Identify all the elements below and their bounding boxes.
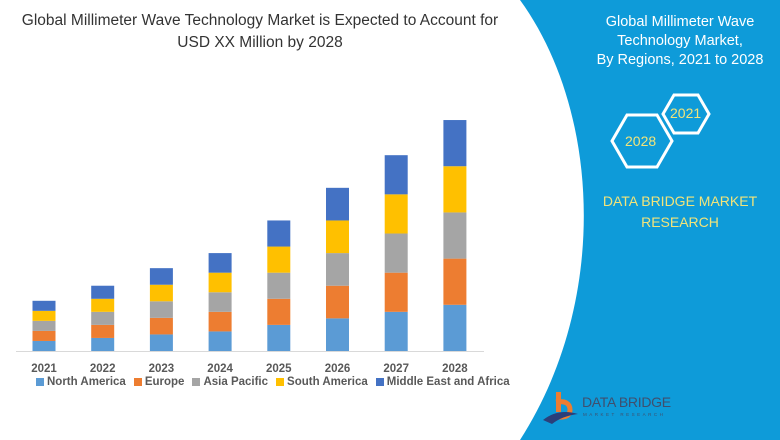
legend-swatch [192, 378, 201, 386]
x-tick-label: 2021 [31, 363, 57, 375]
legend-swatch [375, 378, 384, 386]
bar-segment-2026-europe [326, 285, 349, 319]
bar-segment-2025-europe [267, 298, 291, 325]
x-tick-label: 2025 [266, 363, 292, 375]
logo-icon [543, 392, 578, 424]
bar-segment-2027-middle-east-and-africa [384, 155, 408, 195]
legend-label: North America [47, 376, 126, 388]
hexagon-2028 [610, 113, 674, 169]
chart-title-line1: Global Millimeter Wave Technology Market… [21, 12, 499, 29]
bar-segment-2024-south-america [208, 272, 232, 293]
right-panel-background [520, 0, 780, 440]
bar-segment-2023-south-america [149, 284, 173, 302]
legend-item: Asia Pacific [192, 376, 268, 388]
bar-segment-2021-asia-pacific [32, 320, 56, 331]
panel-title-line3: By Regions, 2021 to 2028 [596, 52, 764, 68]
bar-segment-2027-europe [384, 272, 408, 312]
hex-label-2021: 2021 [670, 105, 702, 121]
bar-segment-2027-south-america [384, 194, 408, 234]
bar-segment-2023-asia-pacific [149, 301, 173, 318]
legend-label: South America [287, 376, 368, 388]
bar-segment-2028-middle-east-and-africa [443, 120, 467, 167]
brand-name: DATA BRIDGE MARKET RESEARCH [600, 191, 760, 233]
bar-segment-2024-north-america [208, 331, 232, 351]
bar-segment-2021-middle-east-and-africa [32, 300, 56, 311]
bar-segment-2021-north-america [32, 340, 56, 351]
x-tick-label: 2022 [90, 363, 116, 375]
bar-segment-2022-north-america [91, 337, 115, 351]
bar-segment-2027-north-america [384, 311, 408, 351]
brand-line1: DATA BRIDGE MARKET [602, 193, 758, 209]
hex-label-2028: 2028 [625, 133, 657, 149]
bar-segment-2025-south-america [267, 246, 291, 273]
bar-segment-2026-middle-east-and-africa [326, 187, 349, 221]
bar-segment-2023-middle-east-and-africa [149, 268, 173, 285]
logo: DATA BRIDGE MARKET RESEARCH [540, 390, 680, 426]
x-tick-label: 2024 [207, 363, 233, 375]
logo-text: DATA BRIDGE [582, 394, 671, 410]
bar-segment-2028-north-america [443, 304, 467, 351]
bar-segment-2028-europe [443, 258, 467, 305]
bar-segment-2024-asia-pacific [208, 292, 232, 312]
chart-title: Global Millimeter Wave Technology Market… [0, 10, 520, 54]
brand-line2: RESEARCH [641, 214, 719, 230]
legend: North America Europe Asia Pacific South Ame… [36, 376, 510, 388]
bar-segment-2022-asia-pacific [91, 311, 115, 325]
legend-item: Middle East and Africa [375, 376, 510, 388]
panel-title: Global Millimeter Wave Technology Market… [580, 13, 780, 70]
legend-label: Europe [144, 376, 185, 388]
stacked-bar-chart: 2021 2022 2023 2024 2025 2026 2027 2028 [16, 120, 484, 375]
bar-segment-2025-north-america [267, 324, 291, 351]
bar-segment-2028-south-america [443, 166, 467, 213]
bar-segment-2026-north-america [326, 318, 349, 351]
legend-item: North America [36, 376, 126, 388]
legend-item: Europe [133, 376, 185, 388]
legend-swatch [36, 378, 44, 386]
chart-title-line2: USD XX Million by 2028 [177, 34, 343, 51]
legend-swatch [276, 378, 285, 386]
bar-segment-2022-middle-east-and-africa [91, 285, 115, 299]
x-tick-label: 2023 [149, 363, 175, 375]
legend-label: Asia Pacific [203, 376, 269, 388]
bar-segment-2022-europe [91, 324, 115, 338]
bar-segment-2022-south-america [91, 298, 115, 312]
logo-subtext: MARKET RESEARCH [583, 412, 666, 417]
bar-segment-2028-asia-pacific [443, 212, 467, 259]
panel-title-line1: Global Millimeter Wave [605, 14, 755, 30]
bar-segment-2024-europe [208, 311, 232, 332]
bar-segment-2026-south-america [326, 220, 349, 254]
bar-segment-2024-middle-east-and-africa [208, 253, 232, 273]
bar-segment-2021-europe [32, 330, 56, 341]
bar-segment-2023-europe [149, 317, 173, 335]
legend-item: South America [276, 376, 368, 388]
x-tick-label: 2028 [442, 363, 468, 375]
bar-segment-2025-middle-east-and-africa [267, 220, 291, 247]
bar-segment-2027-asia-pacific [384, 233, 408, 273]
legend-label: Middle East and Africa [386, 376, 510, 388]
panel-title-line2: Technology Market, [617, 33, 743, 49]
x-tick-label: 2026 [325, 363, 351, 375]
hexagon-2021 [661, 93, 711, 135]
legend-swatch [133, 378, 142, 386]
bar-segment-2021-south-america [32, 310, 56, 321]
bar-segment-2023-north-america [149, 334, 173, 351]
x-tick-label: 2027 [383, 363, 409, 375]
bar-segment-2026-asia-pacific [326, 253, 349, 286]
bar-segment-2025-asia-pacific [267, 272, 291, 299]
